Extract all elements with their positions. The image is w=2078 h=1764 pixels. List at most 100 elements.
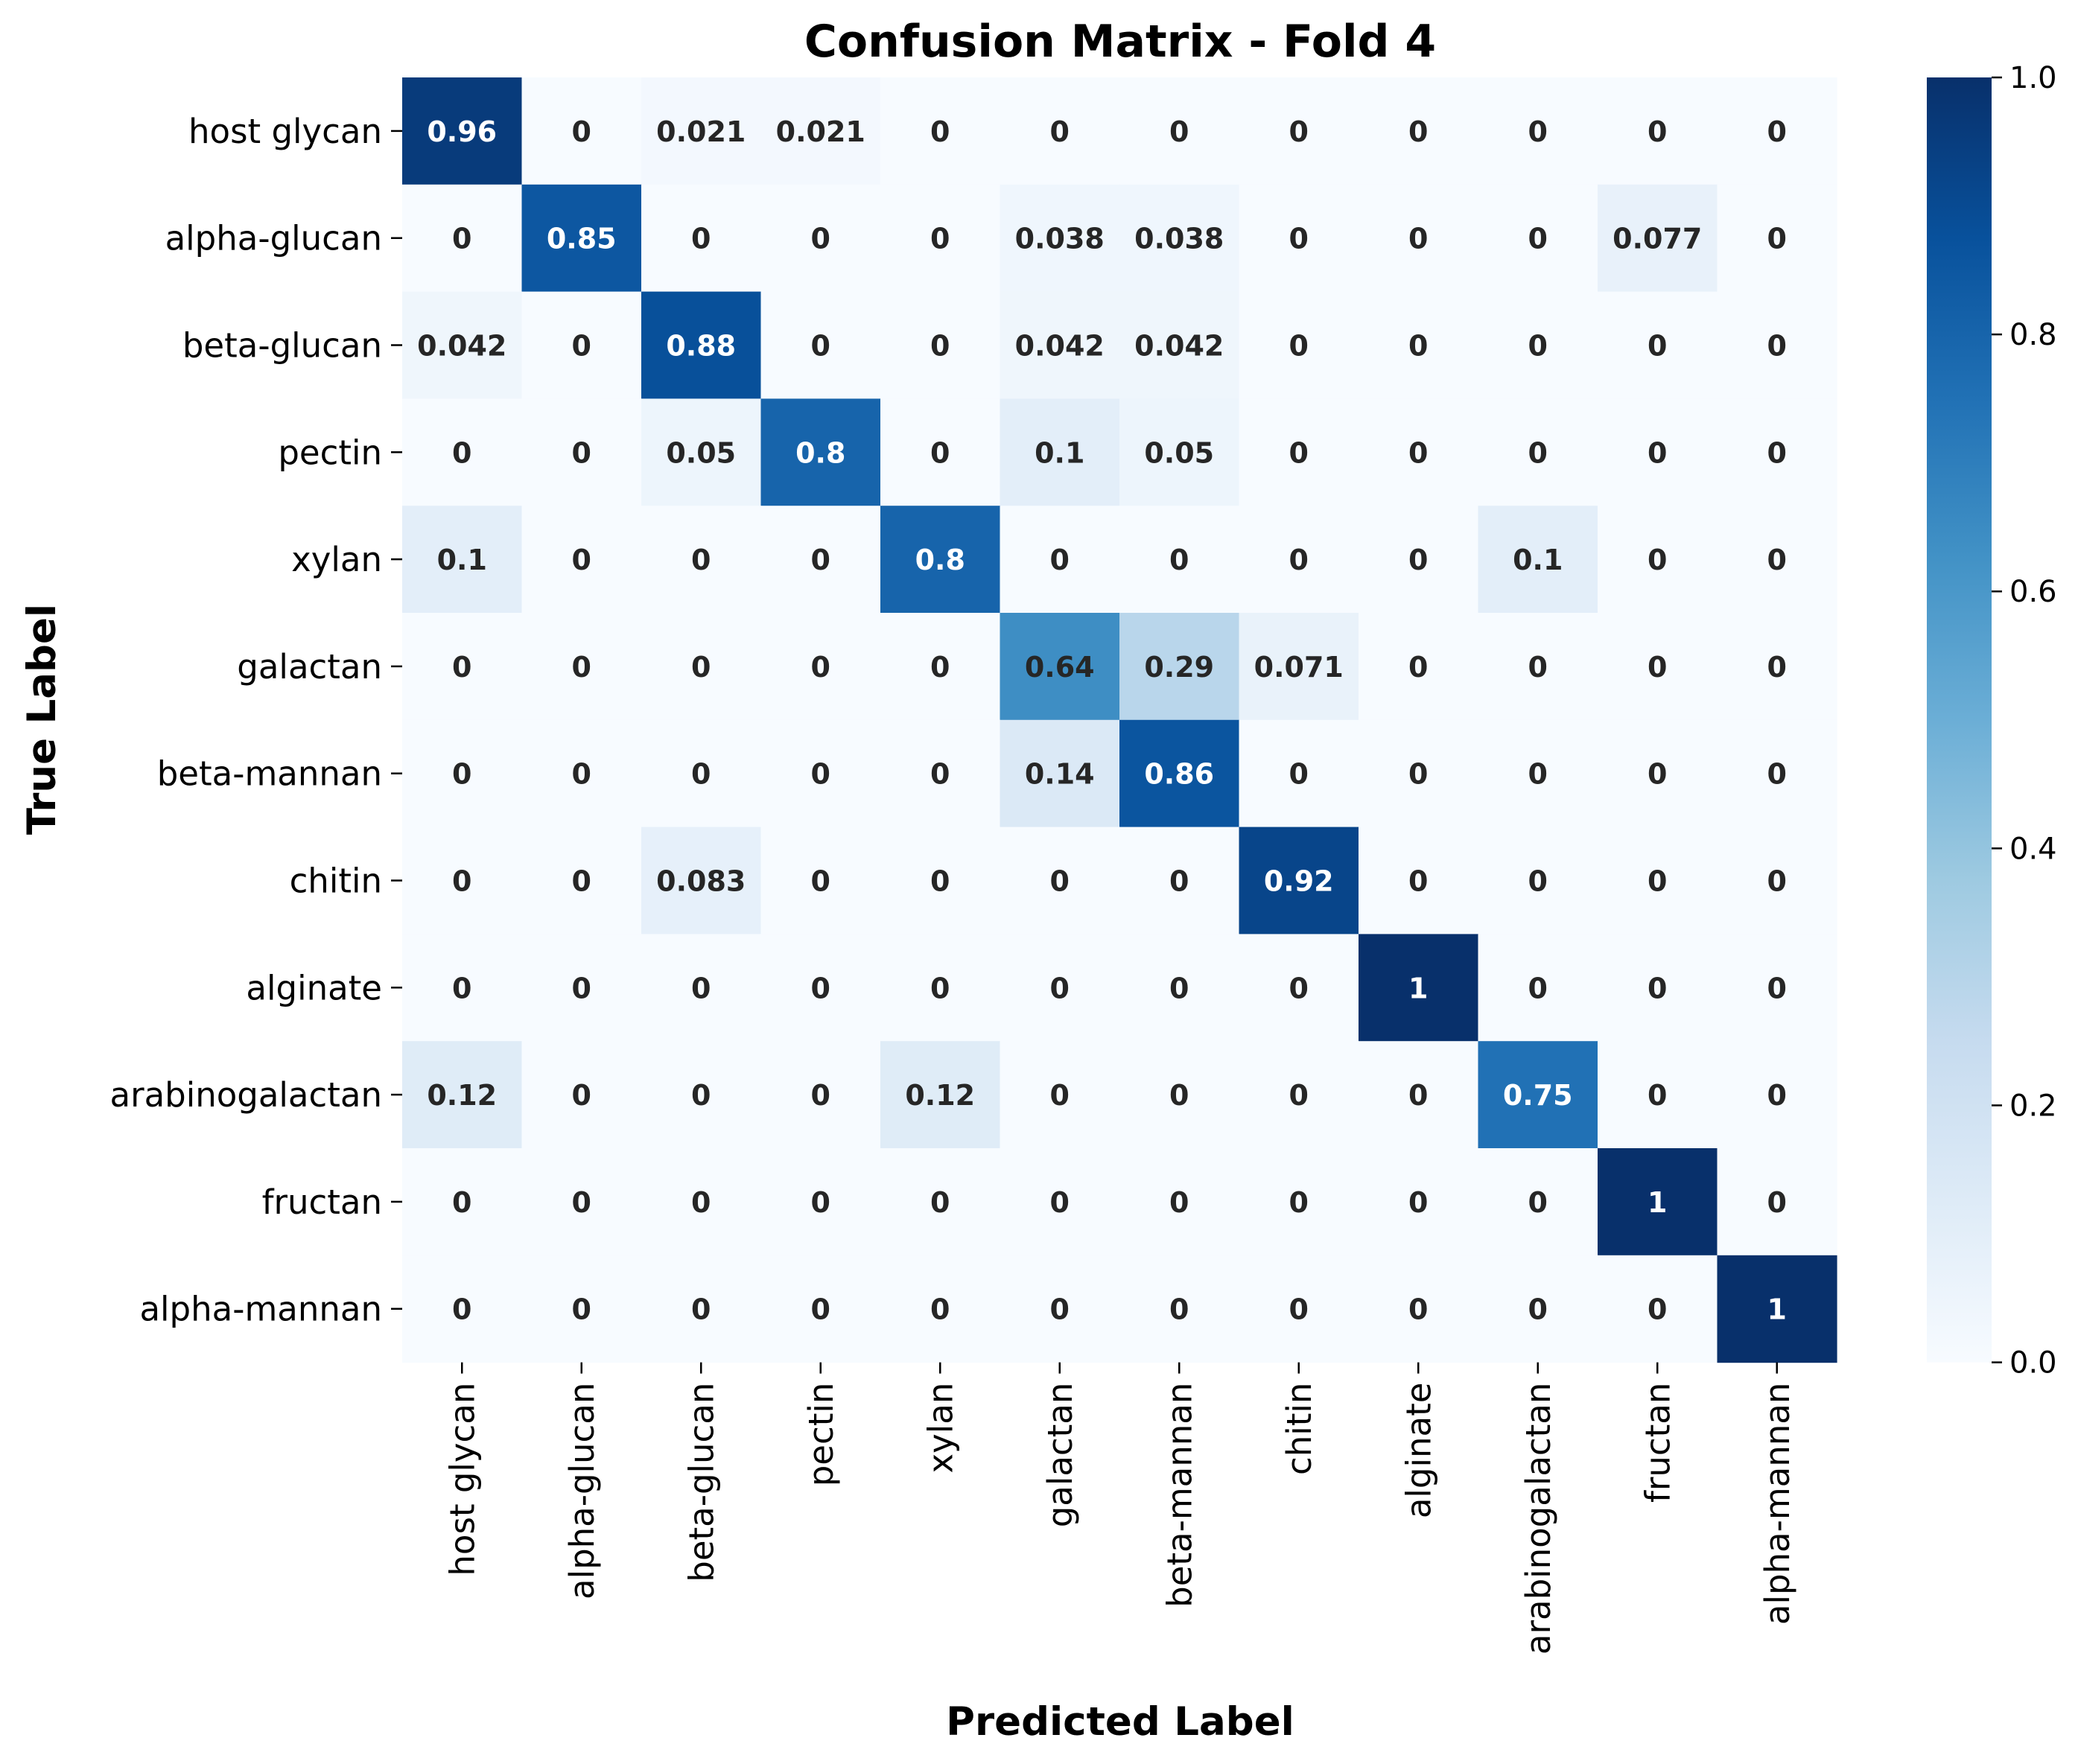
cell-value-label: 0 bbox=[1289, 972, 1309, 1004]
heatmap-cell bbox=[1478, 77, 1598, 185]
cell-value-label: 0 bbox=[572, 436, 591, 469]
cell-value-label: 0 bbox=[572, 758, 591, 791]
cell-value-label: 0 bbox=[1767, 1079, 1787, 1112]
heatmap-cell bbox=[521, 184, 642, 293]
colorbar-tick-label: 0.4 bbox=[2009, 832, 2057, 866]
cell-value-label: 0 bbox=[1767, 758, 1787, 791]
cell-value-label: 0 bbox=[572, 972, 591, 1004]
heatmap-cell bbox=[1598, 719, 1718, 828]
cell-value-label: 0 bbox=[930, 115, 950, 148]
heatmap-cell bbox=[1598, 1041, 1718, 1149]
heatmap-cell bbox=[1598, 291, 1718, 399]
cell-value-label: 0 bbox=[1528, 651, 1548, 684]
heatmap-cell bbox=[1119, 184, 1240, 293]
heatmap-cell bbox=[1598, 184, 1718, 293]
cell-annotations: 0.96 0 0.021 0.021 0 0 0 0 0 0 0 0 0 0.85 0 0 0 0.038 0.03… bbox=[417, 115, 1787, 1326]
cell-value-label: 0.64 bbox=[1025, 651, 1095, 684]
cell-value-label: 0 bbox=[1050, 544, 1070, 576]
cell-value-label: 0 bbox=[811, 1186, 830, 1219]
heatmap-cell bbox=[641, 291, 762, 399]
x-tick-label: pectin bbox=[801, 1383, 841, 1487]
heatmap-cell bbox=[1359, 1148, 1479, 1256]
cell-value-label: 0.071 bbox=[1254, 651, 1344, 684]
cell-value-label: 0 bbox=[691, 223, 711, 255]
cell-value-label: 0 bbox=[1289, 436, 1309, 469]
heatmap-cell bbox=[521, 613, 642, 721]
heatmap-cell bbox=[641, 184, 762, 293]
heatmap-cell bbox=[1598, 613, 1718, 721]
cell-value-label: 0 bbox=[1767, 651, 1787, 684]
cell-value-label: 0.92 bbox=[1264, 865, 1334, 898]
heatmap-cell bbox=[1239, 719, 1359, 828]
heatmap-cell bbox=[760, 719, 881, 828]
heatmap-cell bbox=[1119, 1041, 1240, 1149]
cell-value-label: 1 bbox=[1648, 1186, 1667, 1219]
heatmap-cell bbox=[1239, 77, 1359, 185]
cell-value-label: 0 bbox=[1528, 758, 1548, 791]
heatmap-cell bbox=[521, 1148, 642, 1256]
y-tick-label: chitin bbox=[290, 862, 382, 901]
colorbar-tick-label: 0.2 bbox=[2009, 1089, 2057, 1123]
cell-value-label: 0 bbox=[691, 1186, 711, 1219]
x-axis-title: Predicted Label bbox=[946, 1699, 1294, 1745]
cell-value-label: 0 bbox=[1408, 330, 1428, 363]
cell-value-label: 0 bbox=[1648, 330, 1667, 363]
heatmap-cell bbox=[760, 184, 881, 293]
heatmap-cell bbox=[1598, 77, 1718, 185]
cell-value-label: 0 bbox=[1289, 223, 1309, 255]
cell-value-label: 0 bbox=[1289, 115, 1309, 148]
cell-value-label: 0 bbox=[1289, 544, 1309, 576]
cell-value-label: 0 bbox=[1050, 1186, 1070, 1219]
heatmap-cell bbox=[880, 1041, 1001, 1149]
cell-value-label: 0 bbox=[1767, 865, 1787, 898]
heatmap-cell bbox=[521, 1255, 642, 1363]
heatmap-cell bbox=[1717, 291, 1837, 399]
cell-value-label: 0.85 bbox=[547, 223, 617, 255]
heatmap-cell bbox=[1000, 291, 1120, 399]
cell-value-label: 0 bbox=[811, 223, 830, 255]
heatmap-cell bbox=[1119, 613, 1240, 721]
heatmap-cell bbox=[880, 719, 1001, 828]
cell-value-label: 0 bbox=[1767, 330, 1787, 363]
x-tick-label: host glycan bbox=[442, 1383, 482, 1576]
cell-value-label: 1 bbox=[1408, 972, 1428, 1004]
cell-value-label: 0 bbox=[1169, 544, 1189, 576]
cell-value-label: 0 bbox=[691, 1079, 711, 1112]
heatmap-cell bbox=[880, 506, 1001, 614]
cell-value-label: 0 bbox=[1050, 1079, 1070, 1112]
heatmap-cell bbox=[1598, 506, 1718, 614]
cell-value-label: 0 bbox=[811, 1079, 830, 1112]
cell-value-label: 0 bbox=[572, 544, 591, 576]
x-tick-label: beta-glucan bbox=[681, 1383, 721, 1582]
heatmap-cell bbox=[402, 398, 523, 506]
cell-value-label: 0.038 bbox=[1134, 223, 1224, 255]
heatmap-cell bbox=[760, 1255, 881, 1363]
heatmap-cell bbox=[1478, 1041, 1598, 1149]
cell-value-label: 0 bbox=[572, 651, 591, 684]
heatmap-cell bbox=[880, 77, 1001, 185]
heatmap-cell bbox=[1717, 613, 1837, 721]
x-tick-label: alpha-glucan bbox=[562, 1383, 602, 1599]
heatmap-cell bbox=[760, 291, 881, 399]
heatmap-cell bbox=[1598, 1148, 1718, 1256]
heatmap-cell bbox=[760, 934, 881, 1042]
cell-value-label: 0.042 bbox=[1015, 330, 1105, 363]
cell-value-label: 0 bbox=[1169, 865, 1189, 898]
y-tick-label: beta-glucan bbox=[182, 326, 382, 366]
cell-value-label: 0 bbox=[1408, 1186, 1428, 1219]
cell-value-label: 0 bbox=[1408, 1293, 1428, 1326]
cell-value-label: 0 bbox=[811, 330, 830, 363]
heatmap-cell bbox=[760, 77, 881, 185]
cell-value-label: 0 bbox=[691, 651, 711, 684]
cell-value-label: 0 bbox=[1648, 115, 1667, 148]
cell-value-label: 0 bbox=[930, 865, 950, 898]
x-tick-label: xylan bbox=[921, 1383, 960, 1474]
heatmap-cell bbox=[1000, 934, 1120, 1042]
colorbar-tick-label: 0.0 bbox=[2009, 1346, 2057, 1381]
cell-value-label: 0 bbox=[1528, 1293, 1548, 1326]
x-tick-label: fructan bbox=[1638, 1383, 1677, 1503]
cell-value-label: 0 bbox=[1408, 1079, 1428, 1112]
cell-value-label: 0 bbox=[572, 865, 591, 898]
cell-value-label: 0.12 bbox=[427, 1079, 497, 1112]
